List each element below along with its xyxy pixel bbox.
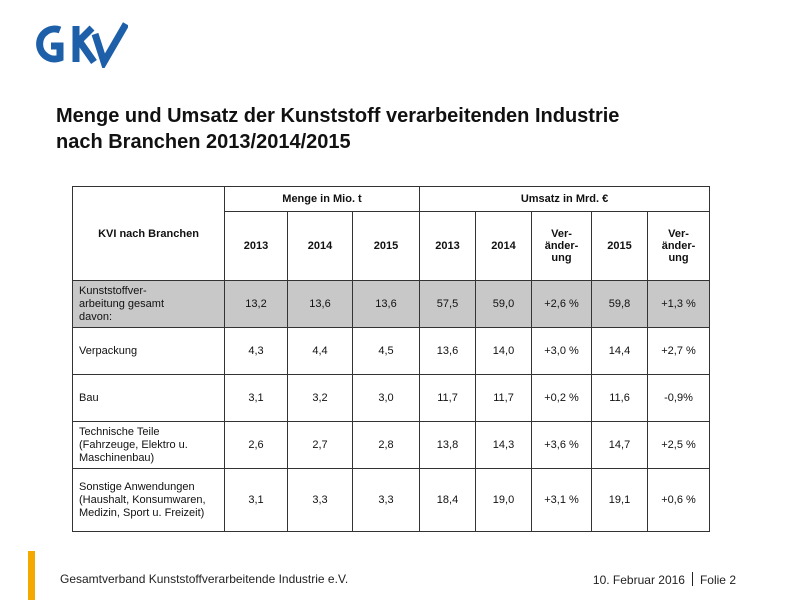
table-cell: 3,2 [287,374,353,422]
table-cell: +2,7 % [647,327,711,375]
accent-bar [28,551,35,600]
title-line-2: nach Branchen 2013/2014/2015 [56,131,351,153]
table-cell: 3,1 [224,374,288,422]
table-cell: +3,1 % [531,468,593,532]
table-cell: 4,5 [351,327,421,375]
table-row: Technische Teile (Fahrzeuge, Elektro u. Ma… [72,421,711,469]
table-cell: 11,6 [591,374,649,422]
table-cell: 19,1 [591,468,649,532]
table-cell: 2,7 [287,421,353,469]
table-cell: +3,6 % [531,421,593,469]
table-cell: 2,6 [224,421,288,469]
umsatz-group-header: Umsatz in Mrd. € [419,186,711,212]
table-cell: -0,9% [647,374,711,422]
footer-right: 10. Februar 2016 Folie 2 [593,572,736,587]
table-cell: 18,4 [419,468,477,532]
col-header: 2014 [287,211,353,281]
table-cell: 3,3 [287,468,353,532]
row-label: Kunststoffver-arbeitung gesamt davon: [72,280,225,328]
table-cell: 14,4 [591,327,649,375]
table-cell: 4,3 [224,327,288,375]
table-cell: 2,8 [351,421,421,469]
table-cell: 57,5 [419,280,477,328]
table-cell: 4,4 [287,327,353,375]
table-cell: 13,6 [419,327,477,375]
col-header: 2015 [591,211,649,281]
table-cell: 14,0 [475,327,533,375]
col-header: 2013 [224,211,288,281]
col-header: 2013 [419,211,477,281]
table-cell: +0,2 % [531,374,593,422]
footer-org: Gesamtverband Kunststoffverarbeitende In… [60,572,349,586]
branch-table: KVI nach Branchen Menge in Mio. t Umsatz… [72,186,711,532]
table-cell: +2,5 % [647,421,711,469]
col-header: Ver-änder-ung [647,211,711,281]
col-header: 2014 [475,211,533,281]
table-cell: 13,8 [419,421,477,469]
table-cell: 19,0 [475,468,533,532]
table-cell: 59,8 [591,280,649,328]
footer-date: 10. Februar 2016 [592,573,685,587]
row-label: Verpackung [72,327,225,375]
table-cell: 13,2 [224,280,288,328]
table-cell: 3,1 [224,468,288,532]
table-cell: 11,7 [475,374,533,422]
branch-header: KVI nach Branchen [72,186,225,281]
table-cell: 13,6 [287,280,353,328]
page-title: Menge und Umsatz der Kunststoff verarbei… [56,103,756,155]
footer-slide: Folie 2 [699,573,736,587]
col-header: 2015 [351,211,421,281]
table-cell: +3,0 % [531,327,593,375]
table-cell: +2,6 % [531,280,593,328]
col-header: Ver-änder-ung [531,211,593,281]
title-line-1: Menge und Umsatz der Kunststoff verarbei… [56,105,620,127]
table-cell: +0,6 % [647,468,711,532]
gkv-logo [36,20,130,71]
menge-group-header: Menge in Mio. t [223,186,421,212]
table-cell: 14,3 [475,421,533,469]
row-label: Sonstige Anwendungen (Haushalt, Konsumwar… [72,468,225,532]
table-cell: 13,6 [351,280,421,328]
table-cell: 14,7 [591,421,649,469]
table-cell: 3,3 [351,468,421,532]
table-row: Sonstige Anwendungen (Haushalt, Konsumwar… [72,468,711,532]
row-label: Bau [72,374,225,422]
table-cell: +1,3 % [647,280,711,328]
table-cell: 3,0 [351,374,421,422]
footer-separator [691,572,693,586]
table-row: Verpackung 4,3 4,4 4,5 13,6 14,0 +3,0 % 14,4 +2,… [72,327,711,375]
table-cell: 11,7 [419,374,477,422]
row-label: Technische Teile (Fahrzeuge, Elektro u. Ma… [72,421,225,469]
table-row: Bau 3,1 3,2 3,0 11,7 11,7 +0,2 % 11,6 -0,9% [72,374,711,422]
table-row: Kunststoffver-arbeitung gesamt davon: 13,2… [72,280,711,328]
table-cell: 59,0 [475,280,533,328]
